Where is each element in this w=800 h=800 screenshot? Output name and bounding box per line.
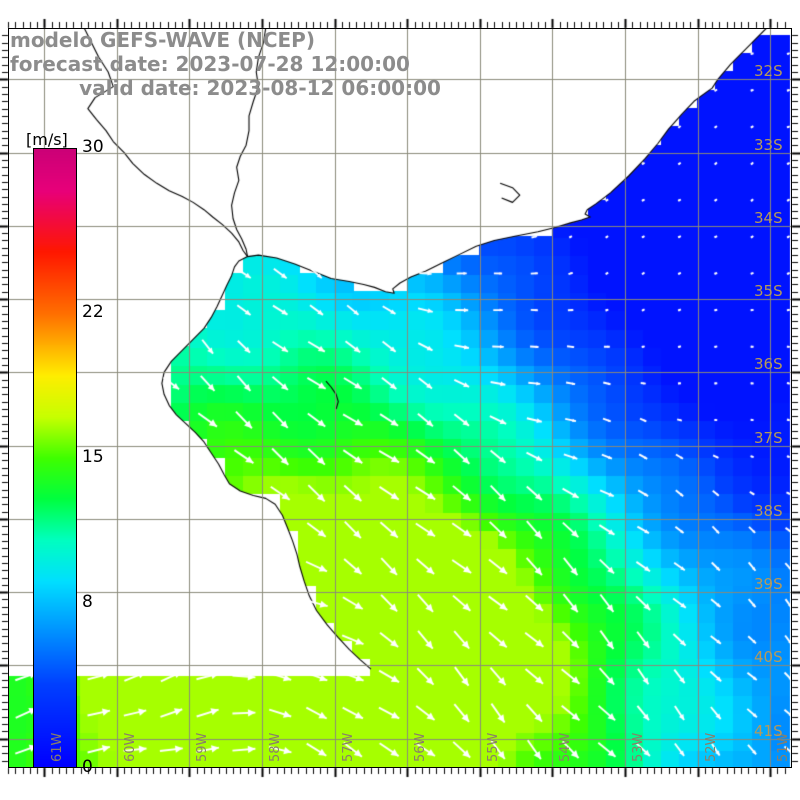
colorbar-tick-8: 8 [82,591,93,612]
forecast-date-label: forecast date: 2023-07-28 12:00:00 [10,52,410,76]
lon-label-60W: 60W [122,732,138,762]
colorbar-tick-30: 30 [82,137,104,157]
lon-label-52W: 52W [703,732,719,762]
lon-label-54W: 54W [558,732,574,762]
lon-label-59W: 59W [195,732,211,762]
lat-label-38S: 38S [754,501,783,520]
lat-label-40S: 40S [754,648,783,667]
colorbar-tick-15: 15 [82,447,104,467]
colorbar-unit-label: [m/s] [26,130,68,149]
lon-label-57W: 57W [340,732,356,762]
lat-label-32S: 32S [754,62,783,81]
colorbar-tick-22: 22 [82,302,104,323]
colorbar-tick-0: 0 [82,757,93,777]
lat-label-33S: 33S [754,135,783,154]
colorbar-gradient [33,148,77,768]
lon-label-55W: 55W [485,732,501,762]
lat-label-37S: 37S [754,428,783,447]
lon-label-53W: 53W [631,732,647,762]
lat-label-34S: 34S [754,208,783,227]
model-title: modelo GEFS-WAVE (NCEP) [10,28,315,52]
lat-label-41S: 41S [754,721,783,740]
lat-label-35S: 35S [754,282,783,301]
lat-label-39S: 39S [754,575,783,594]
lon-label-56W: 56W [413,732,429,762]
lon-label-58W: 58W [268,732,284,762]
lon-label-61W: 61W [50,732,66,762]
colorbar[interactable] [33,148,77,768]
lat-label-36S: 36S [754,355,783,374]
valid-date-label: valid date: 2023-08-12 06:00:00 [79,76,441,100]
